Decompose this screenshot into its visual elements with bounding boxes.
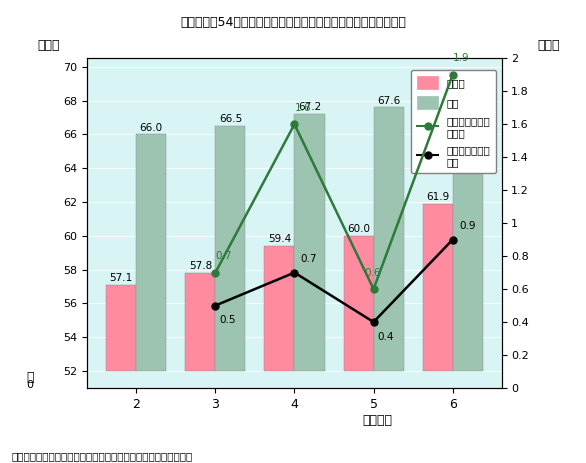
Text: 60.0: 60.0: [347, 224, 370, 234]
Text: 66.0: 66.0: [139, 123, 163, 133]
Text: 0.4: 0.4: [377, 332, 394, 342]
Text: 67.2: 67.2: [298, 102, 321, 113]
Bar: [216, 126, 246, 371]
Text: 68.5: 68.5: [456, 81, 479, 90]
Text: 57.8: 57.8: [189, 261, 212, 271]
Text: 「県民経済計算年報（平成９年版）」（経済企画庁）により作成: 「県民経済計算年報（平成９年版）」（経済企画庁）により作成: [12, 450, 193, 461]
Bar: [423, 204, 452, 371]
Bar: [295, 114, 325, 371]
Bar: [452, 92, 483, 371]
Text: 57.1: 57.1: [110, 273, 133, 283]
Text: ～: ～: [26, 371, 33, 384]
Text: 0.7: 0.7: [301, 254, 317, 264]
Text: 67.6: 67.6: [377, 96, 400, 106]
Text: 66.5: 66.5: [219, 114, 242, 124]
X-axis label: （年度）: （年度）: [362, 414, 392, 427]
Text: （％）: （％）: [537, 39, 560, 52]
Legend: 岐阜県, 全国, 対前年度増加率
岐阜県, 対前年度増加率
全国: 岐阜県, 全国, 対前年度増加率 岐阜県, 対前年度増加率 全国: [411, 70, 496, 173]
Text: 0.7: 0.7: [216, 251, 232, 261]
Text: （％）: （％）: [38, 39, 60, 52]
Text: 0.6: 0.6: [364, 268, 380, 277]
Text: 61.9: 61.9: [426, 192, 449, 202]
Text: 0.5: 0.5: [219, 315, 236, 325]
Text: 1.6: 1.6: [295, 103, 311, 113]
Bar: [137, 134, 166, 371]
Bar: [264, 246, 295, 371]
Bar: [374, 107, 404, 371]
Bar: [343, 236, 374, 371]
Text: 59.4: 59.4: [268, 234, 291, 244]
Text: 1.9: 1.9: [452, 53, 469, 63]
Bar: [185, 273, 216, 371]
Text: 第２－７－54図　第三次産業構成比及び構成比の対前年度増加率: 第２－７－54図 第三次産業構成比及び構成比の対前年度増加率: [180, 16, 406, 29]
Bar: [106, 285, 137, 371]
Text: 0.9: 0.9: [459, 221, 475, 232]
Text: 0: 0: [26, 381, 33, 390]
